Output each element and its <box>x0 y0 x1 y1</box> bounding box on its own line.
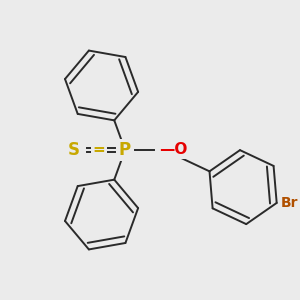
Text: =: = <box>93 142 106 157</box>
Text: Br: Br <box>280 196 298 210</box>
Text: —O: —O <box>159 142 188 158</box>
Text: S: S <box>67 141 79 159</box>
Text: P: P <box>119 141 131 159</box>
